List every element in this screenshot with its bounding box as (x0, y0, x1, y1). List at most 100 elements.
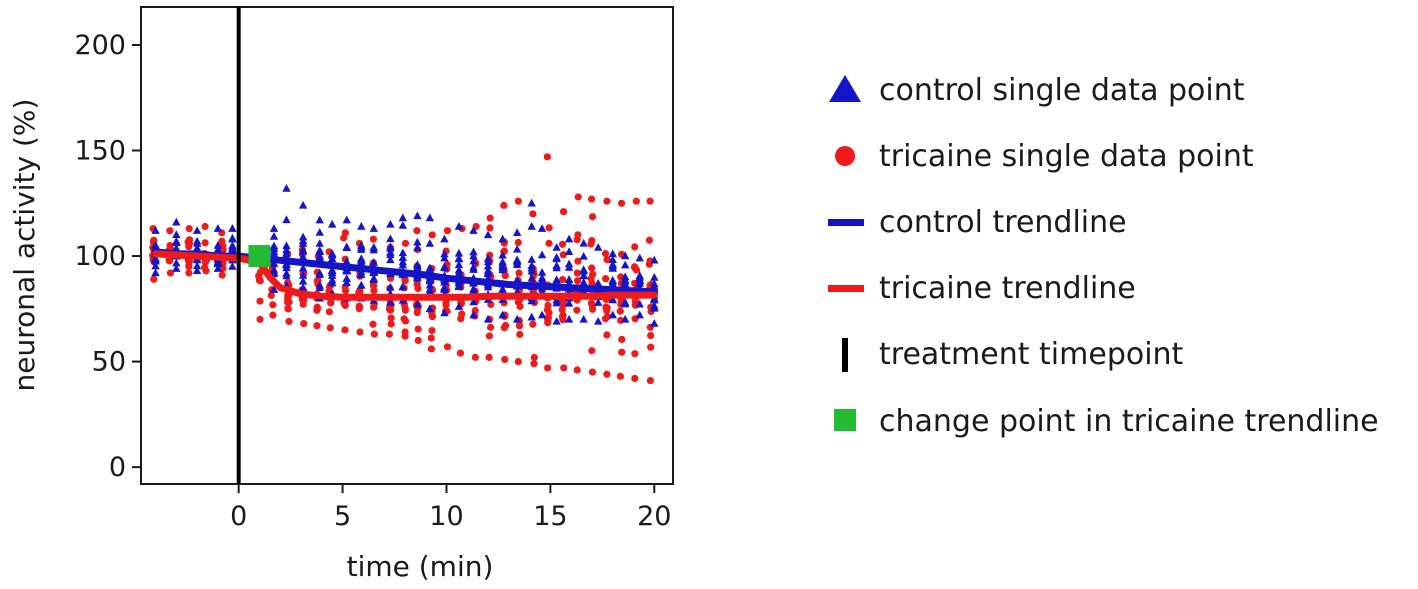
control-point (357, 281, 366, 289)
control-point (269, 224, 279, 232)
tricaine-point (428, 231, 436, 239)
tricaine-point (588, 368, 597, 376)
control-point (650, 255, 659, 264)
control-point (192, 244, 202, 253)
control-point (579, 270, 588, 279)
control-point (425, 213, 435, 222)
control-point (635, 253, 644, 262)
tricaine-point (414, 336, 422, 345)
tricaine-point (514, 197, 522, 205)
control-point (228, 262, 237, 270)
tricaine-point (587, 240, 595, 248)
control-point (327, 254, 337, 263)
tricaine-point (300, 319, 308, 328)
tricaine-point (602, 275, 610, 283)
tricaine-point (544, 313, 552, 321)
y-axis: 0 50 100 150 200 (74, 30, 141, 483)
control-point (192, 261, 202, 270)
control-point (315, 253, 324, 262)
tricaine-point (471, 353, 479, 361)
control-point (527, 255, 536, 263)
tricaine-point (588, 213, 597, 221)
control-point (454, 260, 464, 269)
tricaine-point (601, 249, 610, 258)
control-point (454, 281, 464, 290)
control-point (315, 246, 324, 254)
control-point (192, 266, 202, 275)
control-point (425, 280, 435, 289)
tricaine-point (486, 224, 494, 232)
x-tick-label: 20 (637, 501, 671, 532)
control-point (413, 300, 422, 308)
tricaine-point (558, 240, 567, 248)
tricaine-point (427, 345, 435, 353)
control-point (398, 260, 408, 269)
control-point (593, 298, 603, 306)
tricaine-point (414, 325, 422, 333)
control-point (172, 243, 181, 252)
control-point (608, 295, 617, 303)
tricaine-point (341, 326, 349, 334)
tricaine-point (456, 349, 465, 357)
control-point (454, 222, 464, 230)
tricaine-point (185, 261, 193, 269)
control-point (342, 274, 351, 282)
control-point (564, 259, 574, 268)
tricaine-point (647, 343, 655, 351)
tricaine-point (427, 334, 435, 342)
control-point (635, 310, 644, 319)
control-point (454, 253, 464, 262)
tricaine-point (501, 321, 510, 330)
tricaine-point (588, 305, 597, 313)
control-point (342, 257, 351, 266)
control-point (269, 285, 279, 294)
control-point (369, 224, 378, 232)
control-point (537, 310, 547, 319)
control-point (469, 251, 478, 260)
control-point (327, 271, 337, 279)
control-point (440, 234, 449, 243)
tricaine-point (529, 210, 537, 218)
control-point (527, 198, 536, 207)
control-point (269, 244, 279, 253)
tricaine-point (587, 195, 596, 203)
tricaine-point (401, 306, 409, 314)
tricaine-point (185, 225, 193, 233)
tricaine-point (618, 335, 626, 343)
y-axis-title: neuronal activity (%) (8, 99, 41, 392)
tricaine-point (256, 297, 264, 305)
tricaine-point (401, 328, 409, 336)
tricaine-point (442, 301, 450, 309)
control-point (315, 268, 324, 277)
control-point (635, 275, 644, 284)
control-point (172, 264, 181, 272)
control-point (425, 276, 435, 285)
legend-change-point-icon (834, 409, 856, 431)
tricaine-point (486, 323, 495, 331)
tricaine-point (573, 269, 581, 277)
tricaine-point (443, 227, 452, 235)
control-point (483, 261, 493, 270)
tricaine-point (588, 347, 596, 355)
tricaine-point (166, 269, 175, 277)
control-point (151, 226, 160, 234)
y-tick-label: 50 (92, 347, 126, 378)
control-point (552, 253, 561, 261)
control-point (483, 257, 493, 266)
control-point (282, 241, 291, 250)
tricaine-point (201, 258, 210, 266)
legend-label-control-trendline: control trendline (879, 205, 1127, 240)
tricaine-point (559, 316, 567, 324)
control-point (650, 273, 659, 281)
tricaine-point (602, 303, 610, 311)
tricaine-point (543, 153, 551, 161)
tricaine-point (326, 324, 334, 332)
control-point (192, 236, 202, 245)
control-point (282, 215, 291, 224)
y-tick-label: 200 (74, 30, 126, 61)
control-point (386, 243, 395, 252)
control-point (650, 282, 659, 290)
control-point (192, 226, 202, 234)
tricaine-point (443, 343, 452, 351)
control-point (228, 234, 237, 243)
